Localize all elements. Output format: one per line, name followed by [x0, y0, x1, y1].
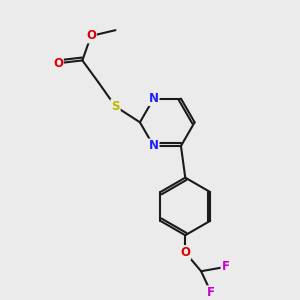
Text: N: N	[148, 140, 159, 152]
Text: O: O	[86, 29, 96, 42]
Text: O: O	[53, 57, 63, 70]
Text: O: O	[180, 246, 190, 259]
Text: F: F	[207, 286, 215, 299]
Text: F: F	[222, 260, 230, 273]
Text: N: N	[148, 92, 159, 105]
Text: S: S	[111, 100, 120, 113]
